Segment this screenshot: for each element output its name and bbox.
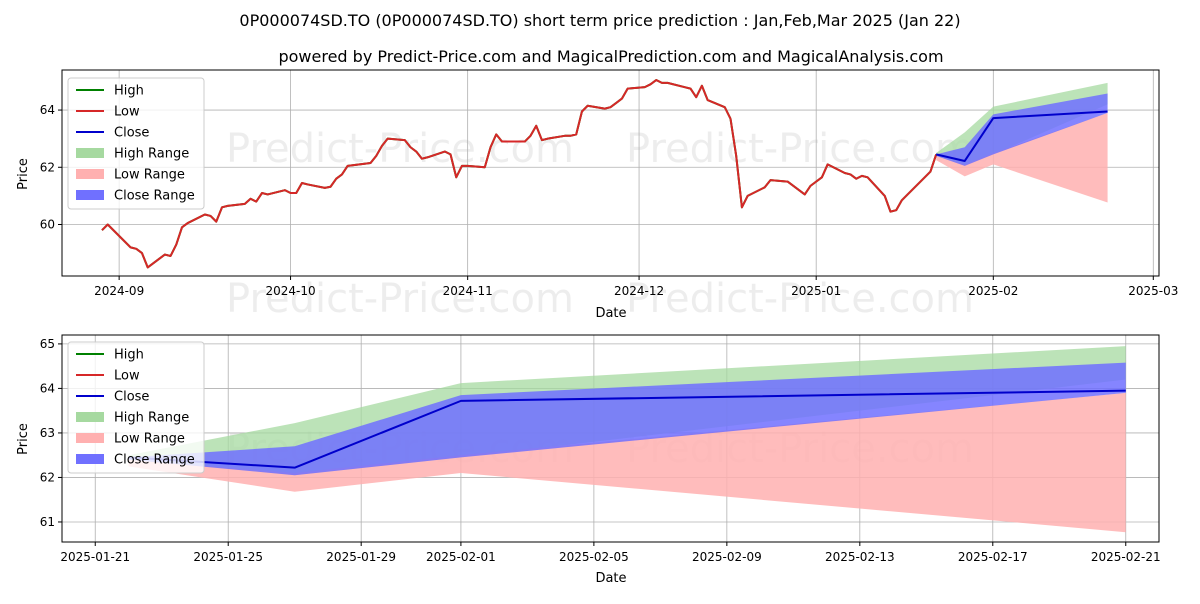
bottom-legend-high-range-swatch — [76, 412, 104, 422]
top-low-series-line — [101, 79, 938, 269]
bottom-x-tick-label: 2025-01-29 — [326, 550, 396, 564]
bottom-ranges — [128, 346, 1126, 533]
bottom-x-tick-label: 2025-02-01 — [426, 550, 496, 564]
top-low-range-band — [936, 112, 1108, 203]
top-axes: 2024-09 2024-10 2024-11 2024-12 2025-01 2025-… — [40, 103, 1179, 298]
bottom-legend-low-range-swatch — [76, 433, 104, 443]
bottom-legend-close-label: Close — [114, 390, 149, 405]
top-x-axis-label: Date — [595, 306, 626, 321]
bottom-plot-frame — [61, 334, 1160, 543]
top-x-tick-label: 2024-09 — [94, 284, 144, 298]
top-y-tick-label: 62 — [40, 160, 55, 174]
top-y-axis-label: Price — [16, 158, 31, 190]
bottom-low-range-band — [128, 392, 1126, 533]
bottom-y-tick-label: 64 — [40, 381, 55, 395]
top-watermark-text: Predict-Price.com — [626, 126, 974, 172]
top-watermark-text: Predict-Price.com — [226, 276, 574, 322]
top-legend-low-range-swatch — [76, 169, 104, 179]
bottom-y-tick-label: 65 — [40, 337, 55, 351]
top-ranges — [936, 82, 1108, 203]
bottom-legend-close-range-label: Close Range — [114, 453, 195, 468]
top-x-tick-label: 2025-01 — [791, 284, 841, 298]
top-legend-high-range-swatch — [76, 148, 104, 158]
top-x-tick-label: 2024-10 — [265, 284, 315, 298]
top-x-tick-label: 2025-03 — [1128, 284, 1178, 298]
bottom-x-tick-label: 2025-02-21 — [1091, 550, 1161, 564]
bottom-y-tick-label: 61 — [40, 515, 55, 529]
bottom-y-tick-label: 63 — [40, 426, 55, 440]
top-plot-frame — [61, 69, 1160, 277]
top-close-range-band — [936, 93, 1108, 166]
top-legend-high-range-label: High Range — [114, 147, 189, 162]
top-y-tick-label: 64 — [40, 103, 55, 117]
top-legend-close-range-label: Close Range — [114, 189, 195, 204]
top-legend-low-range-label: Low Range — [114, 168, 185, 183]
top-legend-low-label: Low — [114, 105, 140, 120]
top-lines — [101, 79, 1108, 269]
top-x-tick-label: 2024-12 — [614, 284, 664, 298]
bottom-legend-low-range-label: Low Range — [114, 432, 185, 447]
bottom-x-tick-label: 2025-02-13 — [825, 550, 895, 564]
top-x-tick-label: 2024-11 — [443, 284, 493, 298]
top-legend-close-range-swatch — [76, 190, 104, 200]
bottom-legend-high-label: High — [114, 348, 144, 363]
top-legend: High Low Close High Range Low Range Close Ran… — [67, 77, 205, 210]
bottom-x-tick-label: 2025-02-09 — [692, 550, 762, 564]
top-legend-close-label: Close — [114, 126, 149, 141]
bottom-x-tick-label: 2025-01-25 — [193, 550, 263, 564]
bottom-x-tick-label: 2025-01-21 — [60, 550, 130, 564]
bottom-forecast-close-line — [128, 389, 1126, 469]
top-watermark: Predict-Price.com Predict-Price.com Predic… — [226, 126, 974, 322]
top-forecast-close-line — [935, 110, 1108, 162]
bottom-x-tick-label: 2025-02-17 — [958, 550, 1028, 564]
bottom-x-axis-label: Date — [595, 571, 626, 586]
chart-subtitle: powered by Predict-Price.com and Magical… — [278, 47, 943, 66]
top-watermark-text: Predict-Price.com — [626, 276, 974, 322]
bottom-y-axis-label: Price — [16, 423, 31, 455]
top-plot-area — [62, 70, 1159, 276]
bottom-legend-close-range-swatch — [76, 454, 104, 464]
top-x-tick-label: 2025-02 — [968, 284, 1018, 298]
bottom-legend-high-range-label: High Range — [114, 411, 189, 426]
top-legend-high-label: High — [114, 84, 144, 99]
bottom-x-tick-label: 2025-02-05 — [559, 550, 629, 564]
bottom-y-tick-label: 62 — [40, 470, 55, 484]
top-chart: Predict-Price.com Predict-Price.com Predic… — [16, 69, 1179, 322]
top-y-tick-label: 60 — [40, 218, 55, 232]
bottom-legend: High Low Close High Range Low Range Close Ran… — [67, 341, 205, 474]
bottom-lines — [128, 389, 1126, 469]
top-watermark-text: Predict-Price.com — [226, 126, 574, 172]
bottom-close-range-band — [128, 362, 1126, 476]
bottom-axes: 2025-01-21 2025-01-25 2025-01-29 2025-02-01… — [40, 337, 1161, 564]
chart-title: 0P000074SD.TO (0P000074SD.TO) short term… — [239, 11, 960, 30]
bottom-legend-low-label: Low — [114, 369, 140, 384]
